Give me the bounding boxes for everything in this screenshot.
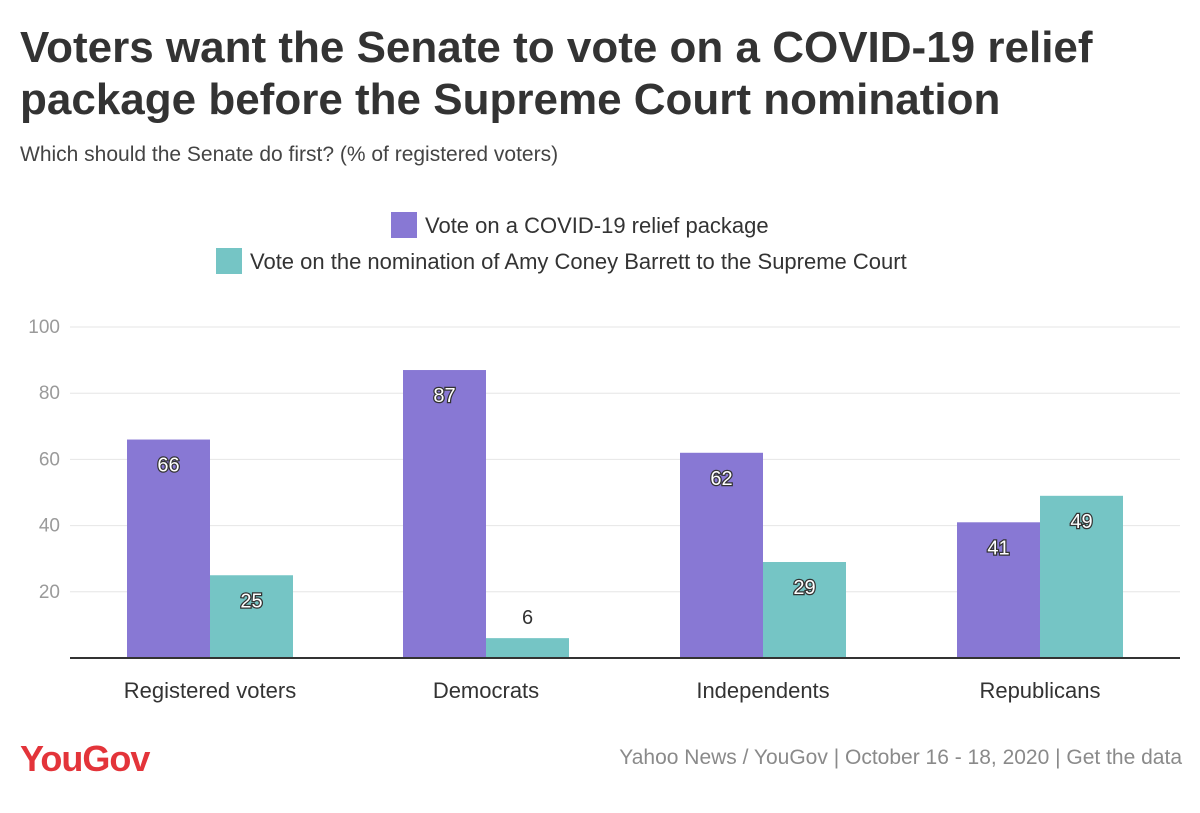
- data-label: 29: [793, 577, 815, 599]
- bar-1-republicans[interactable]: [957, 522, 1040, 658]
- category-label: Republicans: [979, 678, 1100, 703]
- data-label: 41: [987, 537, 1009, 559]
- legend-label-1: Vote on a COVID-19 relief package: [425, 213, 769, 238]
- category-label: Independents: [696, 678, 829, 703]
- data-label: 87: [433, 385, 455, 407]
- data-label: 25: [240, 590, 262, 612]
- y-tick-label: 60: [39, 449, 60, 470]
- chart-subtitle: Which should the Senate do first? (% of …: [20, 143, 559, 166]
- bar-2-independents[interactable]: [763, 562, 846, 658]
- chart-legend: Vote on a COVID-19 relief package Vote on…: [216, 212, 907, 274]
- bar-1-independents[interactable]: [680, 452, 763, 658]
- data-label: 49: [1070, 511, 1092, 533]
- source-credit[interactable]: Yahoo News / YouGov | October 16 - 18, 2…: [619, 746, 1182, 769]
- data-label: 6: [522, 607, 533, 629]
- y-tick-label: 80: [39, 383, 60, 404]
- bar-2-democrats[interactable]: [486, 638, 569, 658]
- bar-1-registered-voters[interactable]: [127, 439, 210, 658]
- y-tick-label: 20: [39, 582, 60, 603]
- category-label: Registered voters: [124, 678, 296, 703]
- legend-swatch-1: [391, 212, 417, 238]
- legend-swatch-2: [216, 248, 242, 274]
- y-tick-label: 100: [28, 317, 60, 338]
- data-label: 66: [157, 455, 179, 477]
- yougov-logo[interactable]: YouGov: [20, 738, 150, 779]
- x-axis: Registered voters Democrats Independents Re…: [70, 657, 1180, 703]
- bar-1-democrats[interactable]: [403, 370, 486, 658]
- bars: 66 25 87 6 62 29 41 49: [127, 370, 1123, 658]
- data-label: 62: [710, 468, 732, 490]
- chart-title: Voters want the Senate to vote on a COVI…: [20, 23, 1093, 124]
- category-label: Democrats: [433, 678, 539, 703]
- legend-label-2: Vote on the nomination of Amy Coney Barr…: [250, 249, 907, 274]
- bar-2-registered-voters[interactable]: [210, 575, 293, 658]
- bar-2-republicans[interactable]: [1040, 495, 1123, 658]
- y-tick-label: 40: [39, 516, 60, 537]
